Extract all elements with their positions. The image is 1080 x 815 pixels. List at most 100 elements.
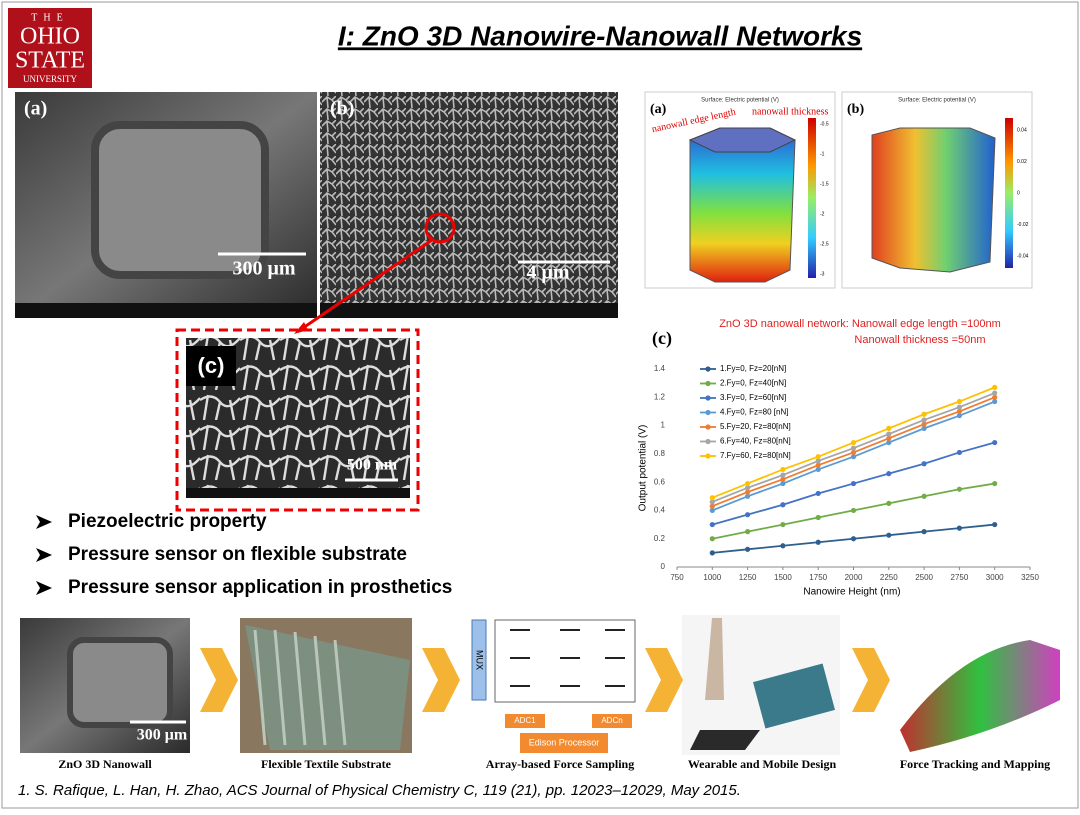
processor-label: Edison Processor <box>529 737 600 747</box>
data-point <box>921 529 927 535</box>
adc-box <box>505 714 545 728</box>
scale-label: 4 μm <box>527 262 570 284</box>
sensor-elements <box>510 629 625 687</box>
sem-b-bar <box>320 303 618 318</box>
data-point <box>956 525 963 531</box>
data-point <box>850 507 857 514</box>
colorbar-label: 0 <box>1017 190 1020 196</box>
data-point <box>921 417 927 423</box>
data-point <box>992 390 998 396</box>
colorbar-label: -1.5 <box>820 181 829 187</box>
sem-square <box>67 637 173 728</box>
data-point <box>956 398 963 405</box>
y-tick-label: 1.4 <box>654 364 666 373</box>
data-point <box>815 458 821 464</box>
data-point <box>992 480 998 487</box>
y-tick-label: 0.2 <box>654 534 666 543</box>
data-point <box>780 476 786 482</box>
data-point <box>992 394 998 400</box>
sem-image-b: (b) 4 μm <box>294 92 618 334</box>
legend-marker <box>705 380 711 387</box>
data-point <box>815 454 821 460</box>
data-point <box>992 521 998 528</box>
x-axis-label: Nanowire Height (nm) <box>803 587 900 598</box>
x-tick-label: 1000 <box>703 573 721 582</box>
slide-title: I: ZnO 3D Nanowire-Nanowall Networks <box>338 20 862 51</box>
textile-folds <box>253 629 347 746</box>
x-tick-label: 1500 <box>774 573 792 582</box>
logo-text: STATE <box>15 48 85 74</box>
x-tick-label: 3000 <box>986 573 1004 582</box>
adc-box <box>592 714 632 728</box>
data-point <box>745 489 751 495</box>
textile <box>245 625 410 750</box>
data-point <box>780 521 786 528</box>
data-point <box>992 439 998 446</box>
data-point <box>745 529 751 535</box>
data-point <box>815 462 821 468</box>
sem-image-a: (a) 300 μm <box>15 92 317 318</box>
chevron <box>422 648 460 712</box>
simulation-a: Surface: Electric potential (V) (a) nano… <box>644 91 836 289</box>
data-point <box>921 493 927 499</box>
logo-text: THE <box>31 12 68 23</box>
bullet-arrow <box>36 515 52 529</box>
line-chart: (c) ZnO 3D nanowall network: Nanowall ed… <box>638 318 1040 598</box>
data-point <box>886 471 892 477</box>
legend-marker <box>705 424 711 430</box>
chart-title: ZnO 3D nanowall network: Nanowall edge l… <box>719 318 1001 330</box>
pipeline: 300 μm MUX ADC1 ADCn Edison Processor Zn… <box>20 615 1060 771</box>
colorbar-label: -0.5 <box>820 121 829 127</box>
data-point <box>921 461 927 467</box>
y-tick-label: 0.6 <box>654 477 666 486</box>
bullet-arrow <box>36 548 52 562</box>
processor-box <box>520 733 608 753</box>
prosthetic-leg <box>705 618 724 700</box>
data-point <box>780 466 786 473</box>
data-point <box>921 425 927 431</box>
data-point <box>745 480 751 487</box>
data-point <box>709 550 715 556</box>
bullet-list: Piezoelectric property Pressure sensor on… <box>36 511 452 598</box>
data-point <box>780 543 786 549</box>
colorbar-label: 0.02 <box>1017 159 1027 165</box>
data-point <box>815 490 821 497</box>
sem-a-square <box>91 121 269 279</box>
x-tick-label: 1750 <box>809 573 827 582</box>
data-point <box>850 454 857 460</box>
data-point <box>815 514 821 521</box>
legend-marker <box>705 453 711 459</box>
panel-label: (c) <box>652 328 672 349</box>
sim-caption: Surface: Electric potential (V) <box>898 98 976 104</box>
data-point <box>886 439 892 446</box>
x-tick-label: 2750 <box>951 573 969 582</box>
data-point <box>886 431 892 437</box>
legend-label: 7.Fy=60, Fz=80[nN] <box>720 451 791 460</box>
mux-label: MUX <box>475 650 485 670</box>
data-point <box>745 512 751 518</box>
zoom-frame <box>175 328 420 512</box>
chevron <box>200 648 238 712</box>
y-tick-label: 0.4 <box>654 506 666 515</box>
sem-image-c: (c) 500 nm <box>175 328 420 512</box>
prosthetic-foot <box>690 730 760 750</box>
logo: THE OHIO STATE UNIVERSITY <box>8 8 92 88</box>
data-point <box>886 425 892 431</box>
adc-label: ADC1 <box>514 716 536 725</box>
data-point <box>709 521 715 528</box>
data-point <box>850 445 857 451</box>
colorbar <box>1005 118 1013 268</box>
citation: 1. S. Rafique, L. Han, H. Zhao, ACS Jour… <box>18 782 741 799</box>
step-caption: Wearable and Mobile Design <box>688 757 837 771</box>
sim-caption: Surface: Electric potential (V) <box>701 98 779 104</box>
simulation-b: Surface: Electric potential (V) (b) 0.04… <box>841 91 1033 289</box>
x-tick-label: 2250 <box>880 573 898 582</box>
y-tick-label: 0.8 <box>654 449 666 458</box>
sem-b-bg <box>320 92 618 318</box>
legend-marker <box>705 366 711 372</box>
data-point <box>709 536 715 542</box>
colorbar <box>808 118 816 278</box>
data-point <box>745 485 751 491</box>
legend-label: 3.Fy=0, Fz=60[nN] <box>720 393 786 402</box>
